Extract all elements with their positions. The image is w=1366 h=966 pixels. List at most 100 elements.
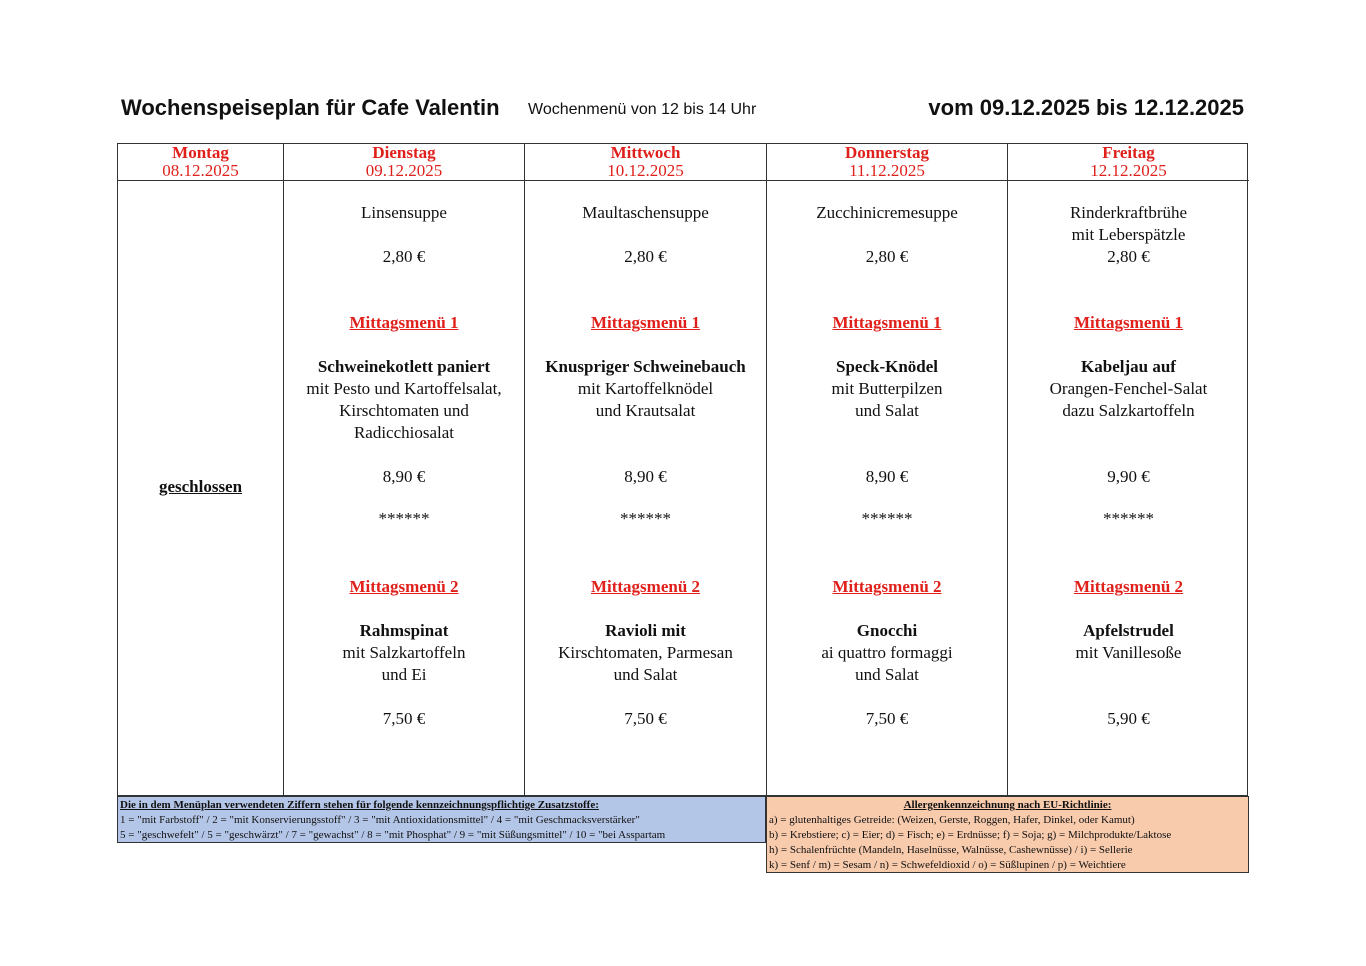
menu2-price: 7,50 € bbox=[767, 708, 1007, 730]
menu1-title-line: Mittagsmenü 1 bbox=[1073, 313, 1184, 332]
day-header: Montag 08.12.2025 bbox=[118, 144, 283, 181]
allergens-title: Allergenkennzeichnung nach EU-Richtlinie… bbox=[903, 799, 1112, 811]
menu1-dish-line: Orangen-Fenchel-Salat bbox=[1049, 379, 1208, 398]
menu2-title-line: Mittagsmenü 2 bbox=[1073, 577, 1184, 596]
soup-line: Linsensuppe bbox=[361, 203, 447, 222]
menu2-dish-line: Apfelstrudel bbox=[1083, 621, 1174, 640]
day-header: Dienstag 09.12.2025 bbox=[284, 144, 524, 181]
menu1-dish-line: Schweinekotlett paniert bbox=[317, 357, 491, 376]
menu2-dish-line: Ravioli mit bbox=[605, 621, 686, 640]
menu1-title-line: Mittagsmenü 1 bbox=[349, 313, 459, 332]
separator: ****** bbox=[1008, 508, 1249, 530]
menu1-dish-line: Kirschtomaten und bbox=[339, 401, 469, 420]
menu1-title: Mittagsmenü 1 bbox=[525, 312, 766, 334]
day-name: Freitag bbox=[1102, 143, 1155, 162]
menu2-title: Mittagsmenü 2 bbox=[767, 576, 1007, 598]
day-date: 12.12.2025 bbox=[1090, 161, 1167, 180]
separator: ****** bbox=[284, 508, 524, 530]
menu1-dish-line: und Krautsalat bbox=[595, 401, 696, 420]
menu1-title: Mittagsmenü 1 bbox=[1008, 312, 1249, 334]
additives-line: 5 = "geschwefelt" / 5 = "geschwärzt" / 7… bbox=[120, 829, 666, 841]
menu1-dish-line: mit Butterpilzen bbox=[831, 379, 943, 398]
menu2-price: 7,50 € bbox=[284, 708, 524, 730]
menu2-dish-line: Rahmspinat bbox=[359, 621, 449, 640]
menu2-price: 7,50 € bbox=[525, 708, 766, 730]
menu1-dish: Speck-Knödel mit Butterpilzen und Salat bbox=[767, 356, 1007, 422]
menu2-price-line: 5,90 € bbox=[1107, 709, 1150, 728]
soup: Zucchinicremesuppe bbox=[767, 202, 1007, 224]
allergens-line: h) = Schalenfrüchte (Mandeln, Haselnüsse… bbox=[769, 844, 1133, 856]
closed-label: geschlossen bbox=[158, 477, 243, 496]
soup-line: Maultaschensuppe bbox=[582, 203, 709, 222]
day-date: 08.12.2025 bbox=[162, 161, 239, 180]
menu1-dish-line: dazu Salzkartoffeln bbox=[1062, 401, 1195, 420]
soup-price-line: 2,80 € bbox=[865, 247, 909, 266]
separator-line: ****** bbox=[378, 509, 430, 528]
menu1-dish: Kabeljau auf Orangen-Fenchel-Salat dazu Sa… bbox=[1008, 356, 1249, 422]
menu2-title: Mittagsmenü 2 bbox=[525, 576, 766, 598]
menu1-price-line: 9,90 € bbox=[1107, 467, 1150, 486]
menu1-dish: Knuspriger Schweinebauch mit Kartoffelknö… bbox=[525, 356, 766, 422]
additives-legend: Die in dem Menüplan verwendeten Ziffern … bbox=[117, 796, 766, 843]
menu2-title: Mittagsmenü 2 bbox=[1008, 576, 1249, 598]
menu2-title-line: Mittagsmenü 2 bbox=[590, 577, 701, 596]
day-header: Donnerstag 11.12.2025 bbox=[767, 144, 1007, 181]
allergens-legend: Allergenkennzeichnung nach EU-Richtlinie… bbox=[766, 796, 1249, 873]
menu1-price: 9,90 € bbox=[1008, 466, 1249, 488]
menu1-title-line: Mittagsmenü 1 bbox=[590, 313, 701, 332]
day-name: Montag bbox=[172, 143, 229, 162]
menu1-dish-line: mit Kartoffelknödel bbox=[577, 379, 714, 398]
menu2-price-line: 7,50 € bbox=[382, 709, 426, 728]
menu2-dish-line: ai quattro formaggi bbox=[821, 643, 953, 662]
allergens-line: b) = Krebstiere; c) = Eier; d) = Fisch; … bbox=[769, 829, 1172, 841]
day-column-donnerstag: Donnerstag 11.12.2025 Zucchinicremesuppe 2,… bbox=[767, 144, 1008, 795]
date-range: vom 09.12.2025 bis 12.12.2025 bbox=[928, 95, 1244, 120]
day-header: Mittwoch 10.12.2025 bbox=[525, 144, 766, 181]
menu1-price-line: 8,90 € bbox=[624, 467, 667, 486]
menu2-price-line: 7,50 € bbox=[865, 709, 909, 728]
menu1-price: 8,90 € bbox=[767, 466, 1007, 488]
soup-price-line: 2,80 € bbox=[382, 247, 426, 266]
menu2-dish-line: mit Vanillesoße bbox=[1075, 643, 1182, 662]
allergens-line: a) = glutenhaltiges Getreide: (Weizen, G… bbox=[769, 814, 1135, 826]
menu2-price-line: 7,50 € bbox=[624, 709, 667, 728]
menu1-dish-line: mit Pesto und Kartoffelsalat, bbox=[306, 379, 502, 398]
menu1-price: 8,90 € bbox=[284, 466, 524, 488]
menu-hours: Wochenmenü von 12 bis 14 Uhr bbox=[528, 101, 757, 118]
page-title: Wochenspeiseplan für Cafe Valentin bbox=[121, 95, 500, 120]
menu2-dish: Ravioli mit Kirschtomaten, Parmesan und Sa… bbox=[525, 620, 766, 686]
day-name: Dienstag bbox=[372, 143, 436, 162]
additives-line: 1 = "mit Farbstoff" / 2 = "mit Konservie… bbox=[120, 814, 640, 826]
menu1-dish-line: Knuspriger Schweinebauch bbox=[545, 357, 746, 376]
day-header: Freitag 12.12.2025 bbox=[1008, 144, 1249, 181]
menu2-dish-line: und Salat bbox=[613, 665, 678, 684]
menu1-price: 8,90 € bbox=[525, 466, 766, 488]
soup-line: Rinderkraftbrühe bbox=[1069, 203, 1188, 222]
day-column-dienstag: Dienstag 09.12.2025 Linsensuppe 2,80 € Mitta… bbox=[284, 144, 525, 795]
menu1-dish-line: Radicchiosalat bbox=[353, 423, 455, 442]
menu2-dish: Rahmspinat mit Salzkartoffeln und Ei bbox=[284, 620, 524, 686]
separator: ****** bbox=[525, 508, 766, 530]
day-column-freitag: Freitag 12.12.2025 Rinderkraftbrühe mit Leb… bbox=[1008, 144, 1249, 795]
menu1-dish-line: Speck-Knödel bbox=[835, 357, 939, 376]
soup: Rinderkraftbrühe mit Leberspätzle bbox=[1008, 202, 1249, 246]
day-date: 09.12.2025 bbox=[365, 161, 443, 180]
day-column-montag: Montag 08.12.2025 geschlossen bbox=[118, 144, 284, 795]
soup-price: 2,80 € bbox=[525, 246, 766, 268]
separator-line: ****** bbox=[861, 509, 913, 528]
day-name: Mittwoch bbox=[610, 143, 681, 162]
menu1-price-line: 8,90 € bbox=[865, 467, 909, 486]
soup-price: 2,80 € bbox=[1008, 246, 1249, 268]
menu2-dish-line: und Salat bbox=[855, 665, 919, 684]
menu1-dish-line: und Salat bbox=[855, 401, 919, 420]
menu2-title-line: Mittagsmenü 2 bbox=[832, 577, 942, 596]
menu1-price-line: 8,90 € bbox=[382, 467, 426, 486]
day-date: 10.12.2025 bbox=[607, 161, 684, 180]
additives-title: Die in dem Menüplan verwendeten Ziffern … bbox=[120, 799, 599, 811]
soup: Maultaschensuppe bbox=[525, 202, 766, 224]
soup: Linsensuppe bbox=[284, 202, 524, 224]
separator-line: ****** bbox=[620, 509, 671, 528]
menu1-dish-line: Kabeljau auf bbox=[1081, 357, 1176, 376]
soup-price: 2,80 € bbox=[767, 246, 1007, 268]
allergens-line: k) = Senf / m) = Sesam / n) = Schwefeldi… bbox=[769, 859, 1126, 871]
